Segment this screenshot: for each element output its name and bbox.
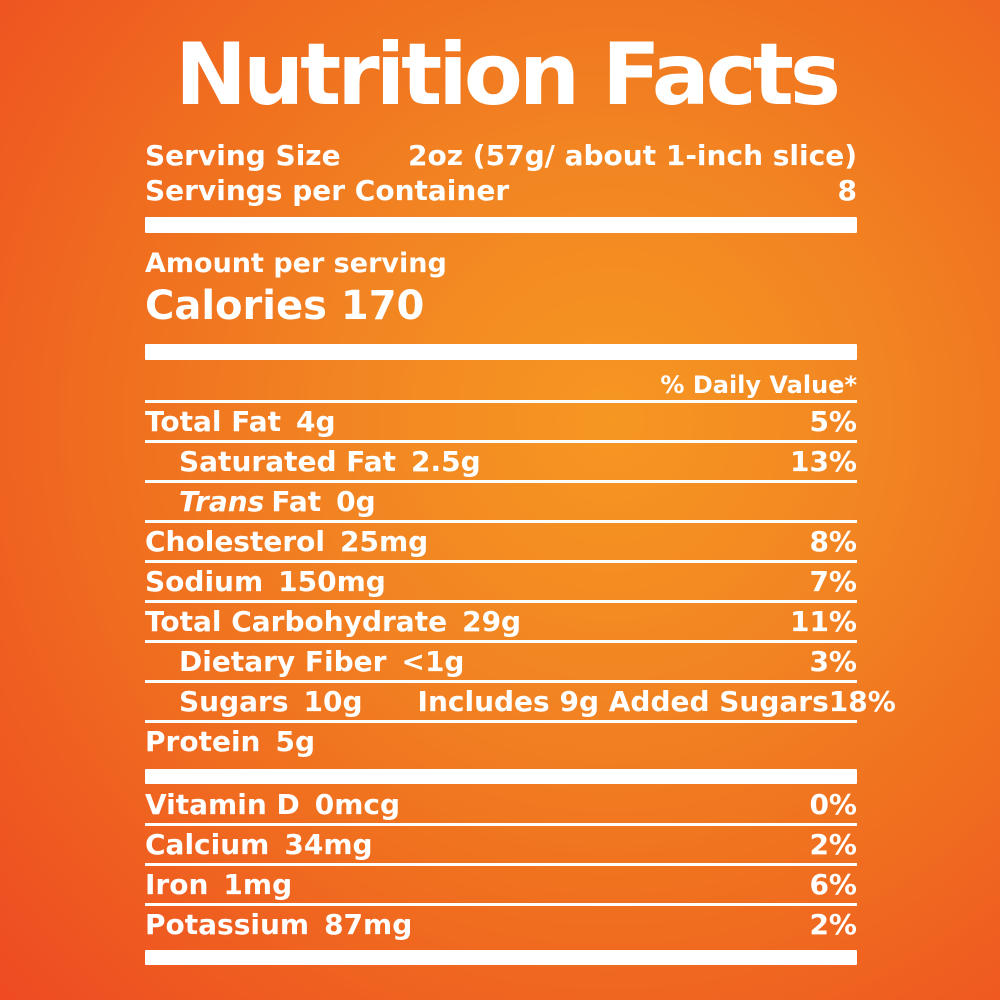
amount-per-serving-label: Amount per serving: [145, 248, 447, 279]
nutrient-row: Iron 1mg 6%: [145, 866, 857, 903]
serving-size-row: Serving Size 2oz (57g/ about 1-inch slic…: [145, 138, 857, 173]
nutrient-daily-value-percent: 2%: [809, 908, 857, 941]
row-divider: [145, 720, 857, 723]
daily-value-header: % Daily Value*: [660, 371, 857, 399]
calories-value: 170: [340, 283, 425, 329]
section-divider-bar: [145, 769, 857, 784]
row-divider: [145, 480, 857, 483]
nutrient-name: Saturated Fat: [179, 445, 397, 478]
nutrient-row: Vitamin D 0mcg 0%: [145, 786, 857, 823]
nutrient-daily-value-percent: 2%: [809, 828, 857, 861]
nutrient-amount: 0mcg: [314, 788, 401, 821]
nutrition-facts-title: Nutrition Facts: [174, 25, 841, 125]
servings-per-container-row: Servings per Container 8: [145, 173, 857, 208]
nutrient-row: Sodium 150mg 7%: [145, 563, 857, 600]
nutrient-amount: 5g: [275, 725, 316, 758]
nutrient-daily-value-percent: 11%: [789, 605, 857, 638]
nutrient-row: Calcium 34mg 2%: [145, 826, 857, 863]
nutrient-daily-value-percent: 8%: [809, 525, 857, 558]
nutrient-amount: 25mg: [340, 525, 429, 558]
nutrient-daily-value-percent: 13%: [789, 445, 857, 478]
nutrient-row: Total Fat 4g 5%: [145, 403, 857, 440]
nutrient-name: Calcium: [145, 828, 270, 861]
row-divider: [145, 400, 857, 403]
nutrient-daily-value-percent: 18%: [828, 685, 896, 718]
serving-info-block: Serving Size 2oz (57g/ about 1-inch slic…: [145, 138, 857, 208]
nutrient-amount: 29g: [462, 605, 522, 638]
nutrient-name: Potassium: [145, 908, 310, 941]
nutrient-daily-value-percent: 3%: [809, 645, 857, 678]
nutrient-name: Dietary Fiber: [179, 645, 387, 678]
nutrient-amount: 1mg: [223, 868, 293, 901]
nutrient-name: Iron: [145, 868, 209, 901]
nutrient-rows-section: Total Fat 4g 5% Saturated Fat 2.5g 13% T…: [145, 403, 896, 760]
nutrient-row: Cholesterol 25mg 8%: [145, 523, 857, 560]
servings-per-container-label: Servings per Container: [145, 174, 510, 207]
nutrient-extra-note: Includes 9g Added Sugars: [417, 685, 829, 718]
nutrient-row: Sugars 10g Includes 9g Added Sugars 18%: [145, 683, 896, 720]
nutrient-name: Sugars: [179, 685, 289, 718]
nutrient-amount: 150mg: [278, 565, 386, 598]
row-divider: [145, 440, 857, 443]
nutrient-amount: 10g: [303, 685, 363, 718]
serving-size-label: Serving Size: [145, 139, 341, 172]
row-divider: [145, 520, 857, 523]
servings-per-container-value: 8: [837, 174, 857, 207]
row-divider: [145, 680, 857, 683]
nutrient-row: Total Carbohydrate 29g 11%: [145, 603, 857, 640]
nutrient-name-italic: Trans: [179, 485, 265, 518]
nutrient-row: Dietary Fiber <1g 3%: [145, 643, 857, 680]
row-divider: [145, 823, 857, 826]
nutrient-row: Potassium 87mg 2%: [145, 906, 857, 943]
row-divider: [145, 560, 857, 563]
nutrient-amount: 2.5g: [411, 445, 481, 478]
micronutrient-rows-section: Vitamin D 0mcg 0% Calcium 34mg 2% Iron 1…: [145, 786, 857, 943]
nutrient-amount: 34mg: [284, 828, 373, 861]
bottom-border-bar: [145, 950, 857, 965]
nutrient-amount: 4g: [296, 405, 336, 438]
nutrient-daily-value-percent: 6%: [809, 868, 857, 901]
nutrition-facts-panel: Nutrition Facts Serving Size 2oz (57g/ a…: [145, 28, 896, 965]
nutrient-name: Fat: [271, 485, 322, 518]
nutrient-name: Total Carbohydrate: [145, 605, 448, 638]
calories-line: Calories 170: [145, 283, 857, 329]
nutrient-amount: <1g: [401, 645, 465, 678]
nutrient-name: Cholesterol: [145, 525, 325, 558]
serving-size-value: 2oz (57g/ about 1-inch slice): [408, 139, 857, 172]
nutrient-row: Trans Fat 0g: [145, 483, 857, 520]
section-divider-bar: [145, 344, 857, 360]
row-divider: [145, 863, 857, 866]
nutrient-name: Vitamin D: [145, 788, 300, 821]
nutrient-amount: 87mg: [324, 908, 413, 941]
calories-label: Calories: [145, 283, 327, 329]
nutrient-daily-value-percent: 0%: [809, 788, 857, 821]
nutrient-amount: 0g: [336, 485, 376, 518]
nutrient-name: Sodium: [145, 565, 264, 598]
nutrient-row: Protein 5g: [145, 723, 857, 760]
row-divider: [145, 600, 857, 603]
nutrient-row: Saturated Fat 2.5g 13%: [145, 443, 857, 480]
section-divider-bar: [145, 217, 857, 233]
row-divider: [145, 640, 857, 643]
row-divider: [145, 903, 857, 906]
nutrient-daily-value-percent: 5%: [809, 405, 857, 438]
nutrient-name: Total Fat: [145, 405, 282, 438]
nutrient-name: Protein: [145, 725, 261, 758]
nutrient-daily-value-percent: 7%: [809, 565, 857, 598]
